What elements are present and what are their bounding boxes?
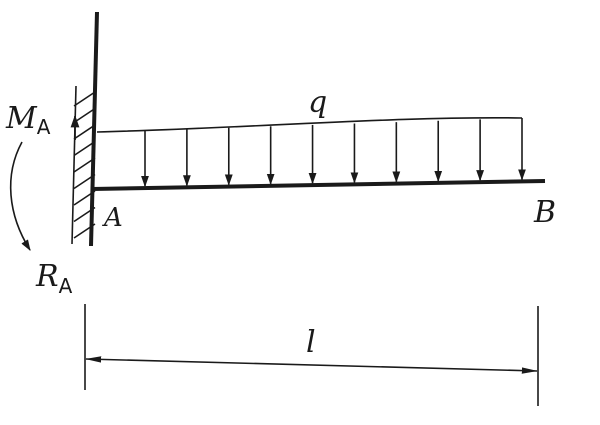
hatch-line — [73, 206, 96, 223]
hatch-line — [73, 124, 96, 140]
hatch-line — [73, 173, 96, 190]
distributed-load — [96, 116, 526, 188]
wall-line — [89, 11, 99, 247]
hatch-line — [73, 107, 96, 124]
label-moment: MA — [5, 101, 51, 139]
hatch-line — [73, 91, 96, 107]
label-span-l: l — [306, 325, 316, 360]
beam — [91, 179, 546, 191]
hatch-line — [73, 140, 96, 157]
span-dimension — [84, 304, 539, 406]
fixed-support — [71, 11, 99, 247]
hatch-line — [73, 223, 96, 239]
wall-back-line — [71, 85, 77, 245]
dimension-arrow-line — [85, 356, 538, 374]
label-point-b: B — [533, 195, 556, 230]
wall-hatching — [73, 91, 96, 239]
reaction-curved-arrow — [9, 141, 31, 251]
label-q: q — [308, 85, 327, 120]
load-arrows — [141, 118, 526, 188]
hatch-line — [73, 157, 96, 173]
label-reaction: RA — [35, 259, 73, 298]
hatch-line — [73, 190, 96, 206]
load-top-line — [96, 116, 523, 133]
label-point-a: A — [102, 203, 123, 233]
